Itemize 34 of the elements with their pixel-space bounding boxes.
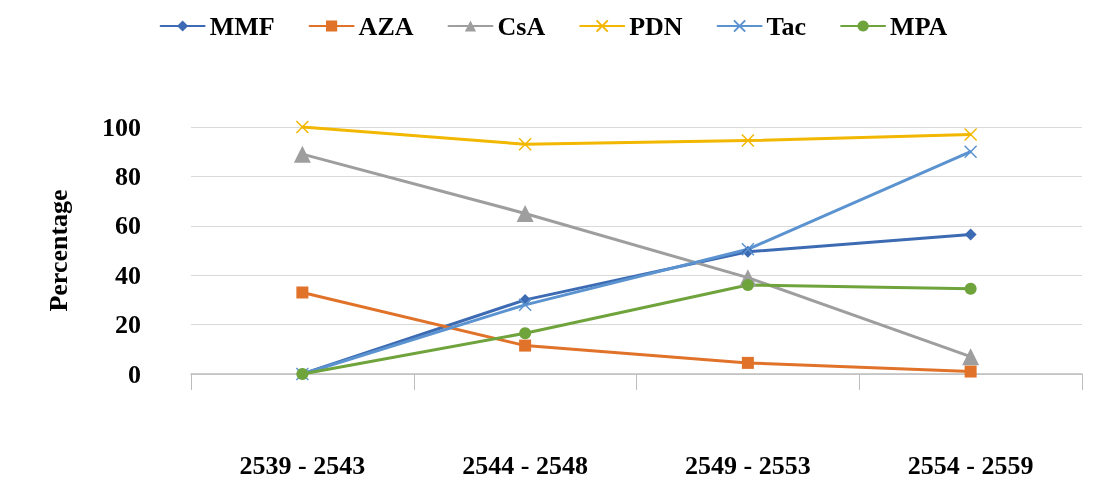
y-tick-label: 20: [115, 310, 141, 340]
legend-label: AZA: [358, 11, 414, 41]
point: [295, 120, 310, 134]
point: [963, 127, 978, 142]
legend-label: Tac: [766, 11, 807, 41]
point: [741, 356, 754, 369]
point: [962, 348, 980, 366]
x-tick-label: 2554 - 2559: [907, 450, 1034, 480]
legend-label: PDN: [629, 11, 683, 41]
y-tick-label: 80: [115, 161, 141, 191]
point: [741, 133, 755, 148]
y-axis-title: Percentage: [43, 189, 73, 312]
x-tick-label: 2549 - 2553: [685, 450, 811, 480]
y-tick-label: 40: [115, 260, 141, 290]
point: [519, 339, 532, 352]
point: [293, 145, 311, 163]
point: [963, 144, 978, 159]
point: [518, 137, 532, 152]
point: [964, 228, 977, 241]
legend-label: MMF: [209, 11, 275, 41]
x-tick-label: 2544 - 2548: [462, 450, 588, 480]
y-tick-label: 0: [128, 359, 141, 389]
point: [964, 282, 977, 295]
y-tick-label: 100: [102, 112, 141, 142]
legend-label: CsA: [497, 11, 546, 41]
point: [964, 365, 977, 378]
legend-label: MPA: [890, 11, 948, 41]
point: [516, 204, 534, 222]
point: [518, 298, 532, 312]
y-tick-label: 60: [115, 211, 141, 241]
point: [519, 327, 532, 340]
x-tick-label: 2539 - 2543: [239, 450, 366, 480]
point: [741, 279, 754, 292]
point: [296, 286, 309, 299]
